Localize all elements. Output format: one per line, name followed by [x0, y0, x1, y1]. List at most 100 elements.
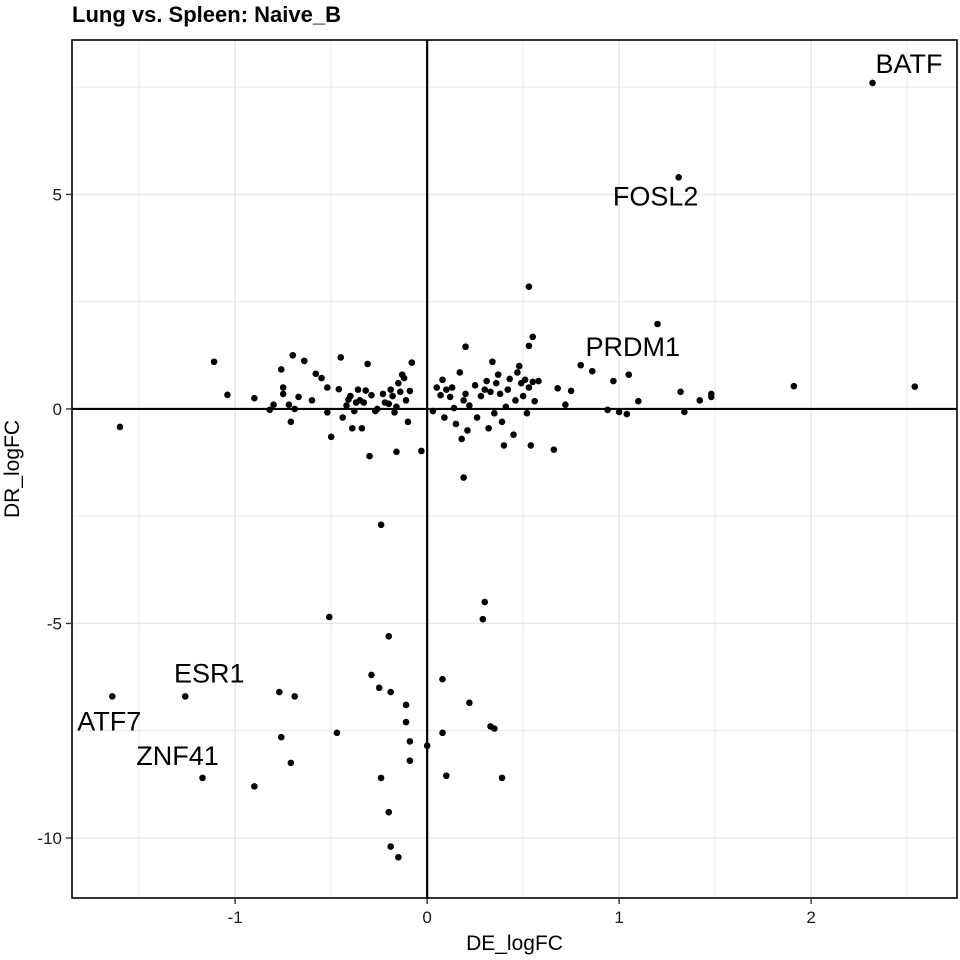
axis-ticks: -1 0 1 2-10-505	[37, 185, 815, 927]
gene-label-atf7: ATF7	[77, 706, 141, 736]
data-point	[291, 693, 298, 700]
y-tick-label: 5	[53, 185, 62, 204]
data-point	[395, 853, 402, 861]
data-point	[393, 403, 400, 411]
data-point	[588, 367, 596, 375]
data-point	[506, 375, 514, 383]
data-point	[456, 369, 464, 376]
data-point	[498, 418, 506, 426]
data-point	[491, 725, 498, 732]
data-point	[510, 431, 517, 438]
data-point	[479, 615, 487, 623]
data-point	[519, 392, 527, 400]
data-point	[460, 397, 467, 404]
data-point	[473, 414, 481, 421]
data-point	[523, 409, 531, 417]
data-point	[525, 283, 533, 290]
data-point	[681, 408, 688, 416]
data-point	[567, 387, 575, 395]
data-point	[377, 521, 385, 529]
data-points	[109, 79, 919, 861]
data-point	[377, 774, 385, 782]
data-point	[471, 382, 479, 389]
data-point	[529, 378, 537, 386]
data-point	[492, 379, 500, 387]
data-point	[433, 384, 441, 391]
data-point	[707, 393, 715, 401]
data-point	[677, 388, 684, 396]
gene-label-batf: BATF	[876, 49, 943, 79]
y-tick-label: 0	[53, 400, 62, 419]
data-point	[869, 79, 876, 87]
data-point	[527, 442, 535, 449]
gene-labels: BATF FOSL2 PRDM1 ESR1 ATF7 ZNF41	[77, 49, 942, 771]
data-point	[387, 843, 394, 850]
data-point	[429, 407, 437, 415]
data-point	[402, 718, 410, 726]
data-point	[402, 701, 410, 709]
data-point	[529, 333, 537, 341]
data-point	[300, 357, 308, 365]
data-point	[406, 757, 414, 765]
data-point	[404, 418, 412, 426]
data-point	[477, 392, 485, 400]
data-point	[487, 388, 494, 396]
x-tick-label: -1	[228, 908, 243, 927]
data-point	[375, 684, 383, 692]
data-point	[441, 414, 448, 421]
data-point	[562, 401, 569, 408]
data-point	[318, 374, 325, 382]
data-point	[335, 385, 343, 393]
data-point	[362, 387, 370, 394]
gene-label-znf41: ZNF41	[136, 741, 219, 771]
data-point	[514, 369, 521, 376]
data-point	[276, 688, 283, 696]
data-point	[339, 414, 346, 421]
data-point	[368, 671, 375, 679]
data-point	[327, 433, 335, 441]
data-point	[347, 392, 354, 400]
data-point	[279, 384, 287, 391]
data-point	[360, 399, 368, 406]
data-point	[790, 382, 798, 390]
data-point	[373, 405, 381, 413]
data-point	[385, 808, 393, 816]
data-point	[439, 729, 446, 737]
data-point	[604, 406, 611, 414]
data-point	[462, 390, 469, 398]
data-point	[458, 435, 466, 443]
data-point	[911, 383, 919, 390]
data-point	[295, 393, 302, 401]
data-point	[270, 401, 277, 408]
data-point	[496, 390, 504, 398]
data-point	[343, 402, 350, 409]
data-point	[277, 733, 285, 741]
data-point	[393, 448, 400, 456]
data-point	[116, 423, 124, 431]
data-point	[287, 418, 295, 426]
data-point	[406, 387, 414, 395]
data-point	[577, 361, 585, 369]
data-point	[554, 385, 561, 392]
x-axis-title: DE_logFC	[466, 932, 563, 955]
data-point	[400, 374, 408, 382]
data-point	[521, 376, 529, 384]
data-point	[285, 401, 293, 408]
data-point	[675, 173, 682, 181]
data-point	[500, 442, 508, 449]
data-point	[402, 397, 410, 404]
data-point	[368, 391, 375, 399]
data-point	[350, 407, 358, 415]
data-point	[466, 402, 473, 409]
data-point	[466, 699, 473, 707]
data-point	[224, 391, 231, 399]
data-point	[312, 370, 320, 378]
data-point	[251, 394, 258, 402]
data-point	[423, 742, 431, 750]
data-point	[525, 342, 533, 350]
data-point	[491, 409, 498, 417]
data-point	[337, 354, 345, 361]
data-point	[354, 386, 362, 393]
data-point	[181, 693, 189, 700]
